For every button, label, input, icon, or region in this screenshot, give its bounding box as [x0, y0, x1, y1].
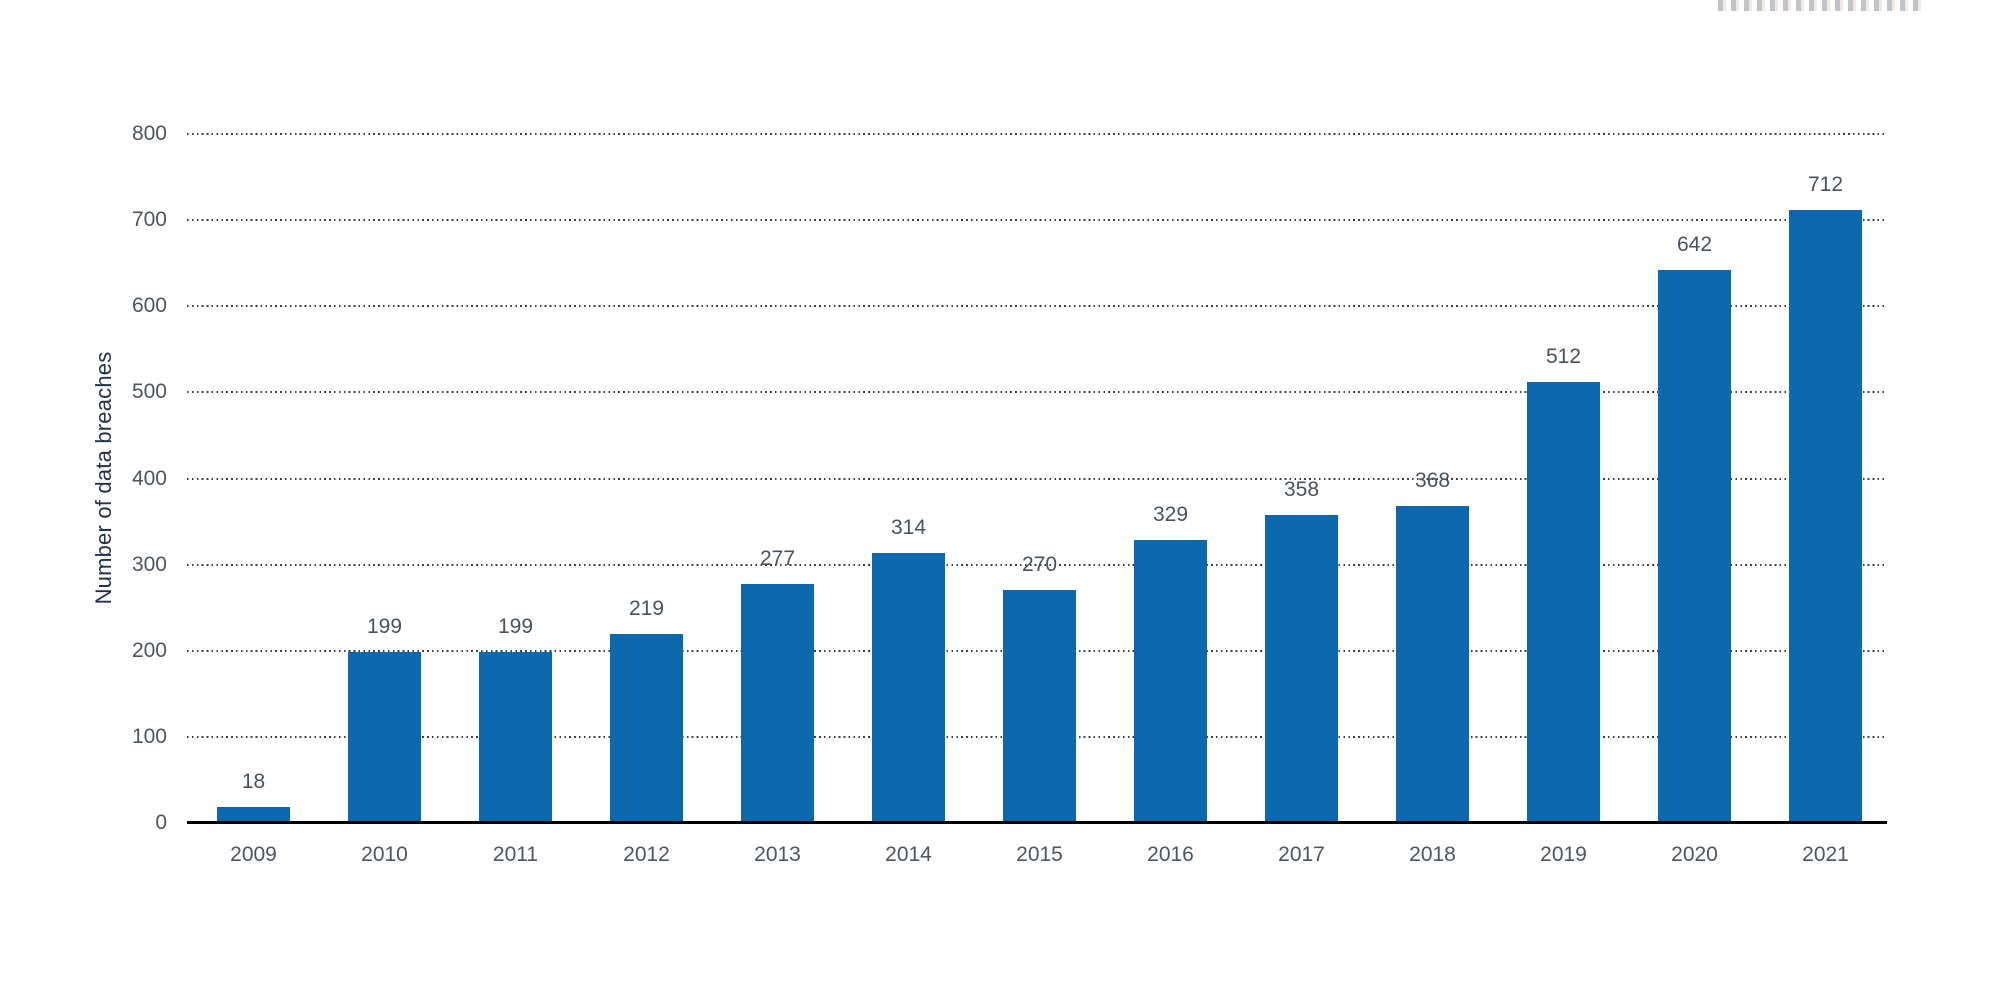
- value-label-2010: 199: [366, 614, 403, 638]
- y-tick-label-700: 700: [131, 208, 167, 232]
- bar-2021: [1789, 209, 1862, 823]
- bar-2018: [1396, 506, 1469, 823]
- value-label-2019: 512: [1545, 345, 1582, 369]
- bar-2009: [217, 807, 290, 823]
- bar-2014: [872, 552, 945, 823]
- bar-2015: [1003, 590, 1076, 823]
- y-tick-label-300: 300: [131, 552, 167, 576]
- bar-2019: [1527, 382, 1600, 823]
- bar-2016: [1134, 539, 1207, 823]
- gridline-800: [187, 133, 1887, 135]
- value-label-2015: 270: [1021, 553, 1058, 577]
- y-tick-label-400: 400: [131, 466, 167, 490]
- gridline-700: [187, 219, 1887, 222]
- cropped-top-edge-artifact: [1718, 0, 1926, 11]
- y-tick-label-600: 600: [131, 294, 167, 318]
- value-label-2014: 314: [890, 515, 927, 539]
- value-label-2011: 199: [497, 614, 534, 638]
- x-tick-label-2014: 2014: [885, 843, 932, 866]
- gridline-600: [187, 305, 1887, 308]
- x-tick-label-2020: 2020: [1671, 843, 1718, 866]
- value-label-2013: 277: [759, 547, 796, 571]
- y-tick-label-800: 800: [131, 122, 167, 145]
- x-tick-label-2010: 2010: [361, 843, 408, 866]
- x-tick-label-2019: 2019: [1540, 843, 1587, 866]
- bar-2020: [1658, 270, 1731, 823]
- x-tick-label-2017: 2017: [1278, 843, 1325, 866]
- x-tick-label-2012: 2012: [623, 843, 670, 866]
- bar-2012: [610, 634, 683, 823]
- value-label-2017: 358: [1283, 477, 1320, 501]
- y-tick-label-200: 200: [131, 638, 167, 662]
- value-label-2016: 329: [1152, 502, 1189, 526]
- y-tick-label-100: 100: [131, 724, 167, 748]
- x-tick-label-2016: 2016: [1147, 843, 1194, 866]
- y-tick-label-0: 0: [155, 811, 167, 834]
- bar-2011: [479, 651, 552, 823]
- gridline-400: [187, 477, 1887, 480]
- y-tick-label-500: 500: [131, 380, 167, 404]
- bar-2017: [1265, 514, 1338, 823]
- value-label-2012: 219: [628, 597, 665, 621]
- gridline-500: [187, 391, 1887, 394]
- x-tick-label-2013: 2013: [754, 843, 801, 866]
- value-label-2020: 642: [1676, 233, 1713, 257]
- bar-2013: [741, 584, 814, 823]
- x-tick-label-2009: 2009: [230, 843, 277, 866]
- value-label-2018: 368: [1414, 469, 1451, 493]
- x-tick-label-2018: 2018: [1409, 843, 1456, 866]
- bar-2010: [348, 651, 421, 823]
- x-tick-label-2021: 2021: [1802, 843, 1849, 866]
- gridline-300: [187, 563, 1887, 566]
- value-label-2021: 712: [1807, 172, 1844, 196]
- x-axis-line: [187, 821, 1887, 824]
- value-label-2009: 18: [241, 770, 266, 794]
- x-tick-label-2011: 2011: [492, 843, 539, 866]
- x-tick-label-2015: 2015: [1016, 843, 1063, 866]
